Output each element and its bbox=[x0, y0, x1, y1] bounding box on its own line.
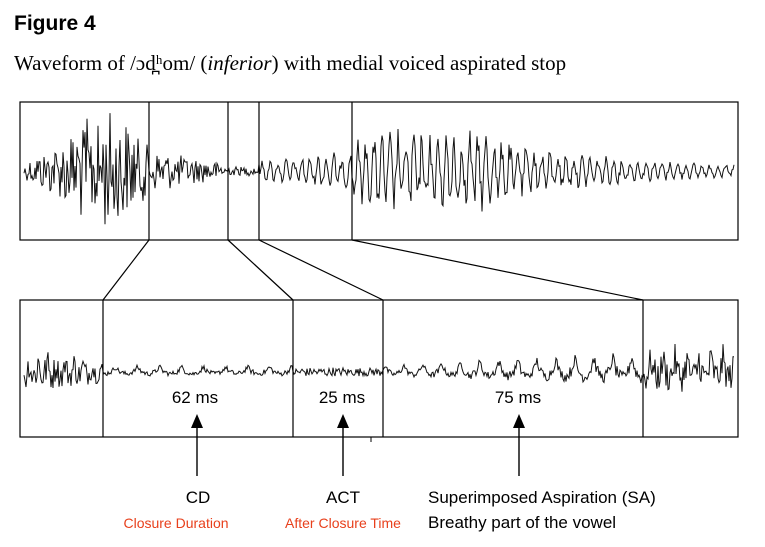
sa-description: Breathy part of the vowel bbox=[428, 513, 616, 532]
zoomed-frame bbox=[19, 299, 739, 438]
sa-arrow-head bbox=[513, 414, 525, 428]
figure-label: Figure 4 bbox=[14, 12, 96, 35]
act-arrow-head bbox=[337, 414, 349, 428]
act-duration-label: 25 ms bbox=[319, 388, 365, 407]
act-description: After Closure Time bbox=[285, 515, 401, 531]
annotation-arrows bbox=[191, 414, 525, 476]
overview-waveform bbox=[23, 113, 735, 225]
zoom-connectors bbox=[102, 239, 644, 301]
overview-frame bbox=[19, 101, 739, 241]
zoomed-waveform bbox=[23, 343, 734, 392]
zoomed-waveform-panel: 62 ms 25 ms 75 ms bbox=[19, 299, 739, 442]
cd-arrow-head bbox=[191, 414, 203, 428]
connector-act-start bbox=[227, 239, 294, 301]
connector-sa-start bbox=[258, 239, 384, 301]
cd-abbr: CD bbox=[186, 488, 211, 507]
overview-waveform-panel bbox=[19, 101, 739, 241]
act-abbr: ACT bbox=[326, 488, 360, 507]
cd-description: Closure Duration bbox=[123, 515, 228, 531]
sa-duration-label: 75 ms bbox=[495, 388, 541, 407]
cd-duration-label: 62 ms bbox=[172, 388, 218, 407]
connector-sa-end bbox=[351, 239, 644, 301]
figure-caption: Waveform of /ɔd̪ʰom/ (inferior) with med… bbox=[14, 51, 566, 75]
connector-cd-start bbox=[102, 239, 150, 301]
sa-abbr: Superimposed Aspiration (SA) bbox=[428, 488, 656, 507]
